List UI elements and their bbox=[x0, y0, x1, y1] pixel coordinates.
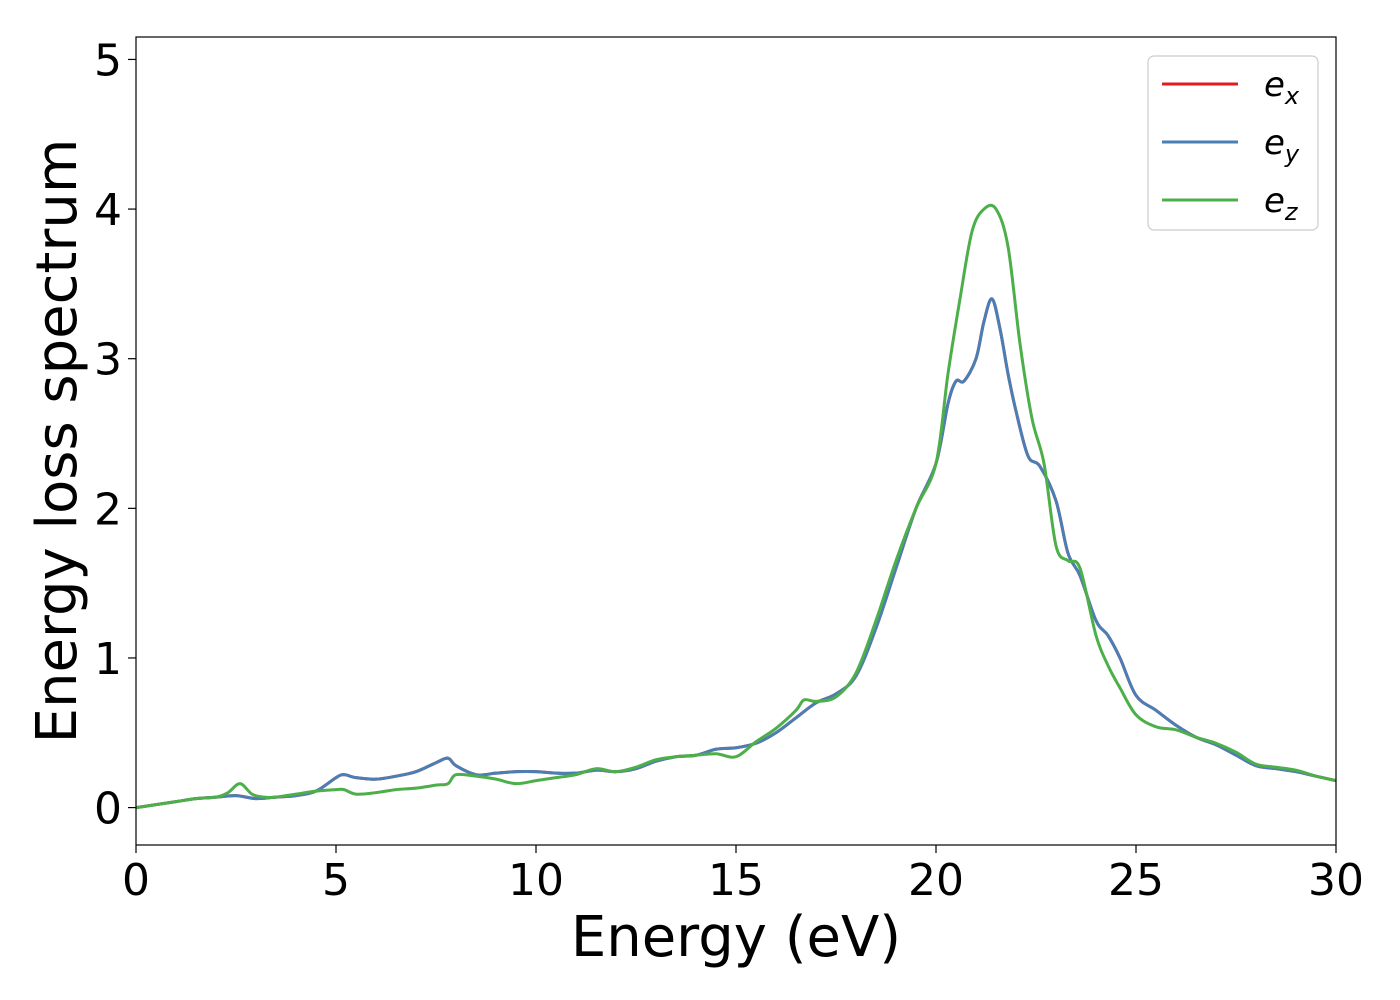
y-tick-label: 1 bbox=[94, 634, 122, 685]
x-axis-label: Energy (eV) bbox=[571, 905, 901, 970]
series-line-ey bbox=[136, 297, 1336, 810]
series-layer bbox=[136, 203, 1336, 810]
legend-subscript: x bbox=[1284, 82, 1300, 110]
legend-label-ex: ex bbox=[1264, 65, 1300, 110]
y-axis-label: Energy loss spectrum bbox=[25, 139, 90, 744]
x-tick-label: 5 bbox=[322, 855, 350, 906]
legend-label-ez: ez bbox=[1264, 181, 1299, 226]
series-line-ez bbox=[136, 203, 1336, 810]
x-tick-label: 0 bbox=[122, 855, 150, 906]
legend-name: e bbox=[1264, 181, 1285, 221]
legend-subscript: z bbox=[1284, 198, 1299, 226]
y-tick-label: 4 bbox=[94, 185, 122, 236]
legend-name: e bbox=[1264, 65, 1285, 105]
x-axis: 0 5 10 15 20 25 30 bbox=[122, 845, 1364, 906]
x-tick-label: 30 bbox=[1308, 855, 1364, 906]
legend-label-ey: ey bbox=[1264, 123, 1300, 168]
y-tick-label: 5 bbox=[94, 35, 122, 86]
y-tick-label: 2 bbox=[94, 484, 122, 535]
legend-name: e bbox=[1264, 123, 1285, 163]
x-tick-label: 10 bbox=[508, 855, 564, 906]
y-axis: 0 1 2 3 4 5 bbox=[94, 35, 136, 835]
x-tick-label: 25 bbox=[1108, 855, 1164, 906]
legend-subscript: y bbox=[1284, 140, 1300, 168]
y-tick-label: 0 bbox=[94, 784, 122, 835]
x-tick-label: 15 bbox=[708, 855, 764, 906]
x-tick-label: 20 bbox=[908, 855, 964, 906]
y-tick-label: 3 bbox=[94, 335, 122, 386]
